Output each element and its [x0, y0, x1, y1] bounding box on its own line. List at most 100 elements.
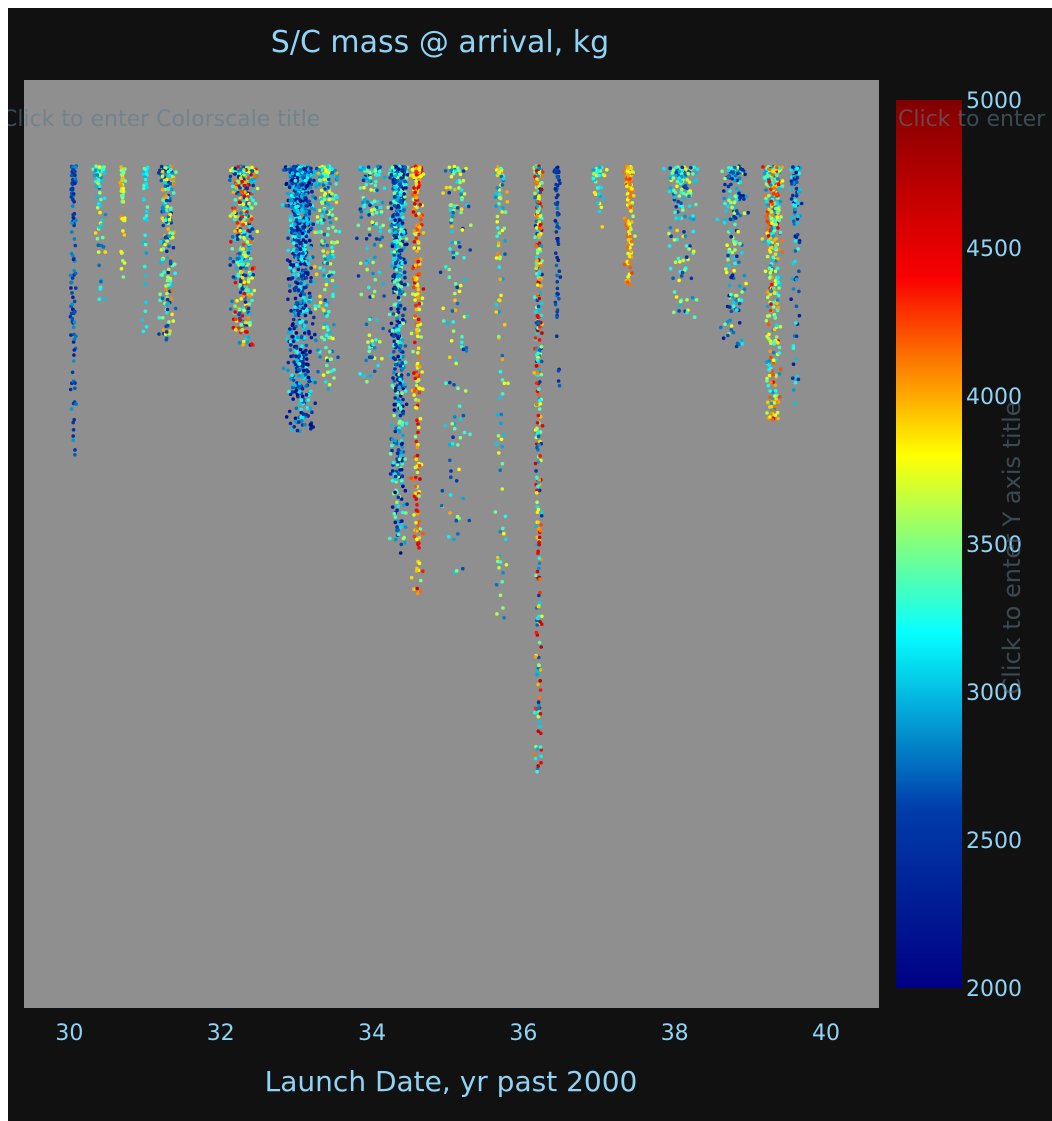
scatter-point[interactable]	[237, 273, 241, 277]
scatter-point[interactable]	[630, 187, 634, 191]
scatter-point[interactable]	[538, 171, 542, 175]
scatter-point[interactable]	[405, 422, 409, 426]
scatter-point[interactable]	[688, 204, 692, 208]
scatter-point[interactable]	[415, 418, 419, 422]
scatter-point[interactable]	[770, 283, 774, 287]
scatter-point[interactable]	[306, 262, 310, 266]
scatter-point[interactable]	[535, 770, 539, 774]
scatter-point[interactable]	[537, 614, 541, 618]
scatter-point[interactable]	[289, 218, 293, 222]
scatter-point[interactable]	[389, 472, 393, 476]
scatter-point[interactable]	[365, 323, 369, 327]
scatter-point[interactable]	[728, 189, 732, 193]
scatter-point[interactable]	[168, 329, 172, 333]
scatter-point[interactable]	[326, 244, 330, 248]
scatter-point[interactable]	[379, 244, 383, 248]
scatter-point[interactable]	[393, 174, 397, 178]
scatter-point[interactable]	[393, 379, 397, 383]
scatter-point[interactable]	[453, 188, 457, 192]
scatter-point[interactable]	[452, 329, 456, 333]
scatter-point[interactable]	[554, 187, 558, 191]
scatter-point[interactable]	[98, 165, 102, 169]
scatter-point[interactable]	[675, 229, 679, 233]
scatter-point[interactable]	[406, 173, 410, 177]
scatter-point[interactable]	[538, 562, 542, 566]
scatter-point[interactable]	[97, 250, 101, 254]
scatter-point[interactable]	[412, 229, 416, 233]
scatter-point[interactable]	[311, 378, 315, 382]
scatter-point[interactable]	[120, 267, 124, 271]
scatter-point[interactable]	[393, 195, 397, 199]
scatter-point[interactable]	[99, 204, 103, 208]
scatter-point[interactable]	[73, 300, 77, 304]
scatter-point[interactable]	[534, 655, 538, 659]
scatter-point[interactable]	[72, 438, 76, 442]
scatter-point[interactable]	[736, 342, 740, 346]
scatter-point[interactable]	[367, 258, 371, 262]
scatter-point[interactable]	[554, 183, 558, 187]
scatter-point[interactable]	[462, 179, 466, 183]
scatter-point[interactable]	[334, 229, 338, 233]
scatter-point[interactable]	[322, 177, 326, 181]
scatter-point[interactable]	[368, 203, 372, 207]
scatter-point[interactable]	[292, 241, 296, 245]
scatter-point[interactable]	[295, 351, 299, 355]
scatter-point[interactable]	[722, 336, 726, 340]
scatter-point[interactable]	[243, 251, 247, 255]
scatter-point[interactable]	[404, 360, 408, 364]
scatter-point[interactable]	[72, 258, 76, 262]
scatter-point[interactable]	[393, 367, 397, 371]
scatter-point[interactable]	[368, 227, 372, 231]
scatter-point[interactable]	[247, 277, 251, 281]
scatter-point[interactable]	[628, 177, 632, 181]
scatter-point[interactable]	[770, 246, 774, 250]
scatter-point[interactable]	[168, 213, 172, 217]
scatter-point[interactable]	[792, 287, 796, 291]
scatter-point[interactable]	[304, 185, 308, 189]
scatter-point[interactable]	[381, 201, 385, 205]
scatter-point[interactable]	[242, 230, 246, 234]
scatter-point[interactable]	[373, 290, 377, 294]
scatter-point[interactable]	[371, 272, 375, 276]
scatter-point[interactable]	[71, 188, 75, 192]
scatter-point[interactable]	[692, 165, 696, 169]
scatter-point[interactable]	[327, 227, 331, 231]
scatter-point[interactable]	[119, 184, 123, 188]
scatter-point[interactable]	[444, 381, 448, 385]
scatter-point[interactable]	[535, 631, 539, 635]
scatter-point[interactable]	[419, 257, 423, 261]
scatter-point[interactable]	[173, 272, 177, 276]
scatter-point[interactable]	[322, 326, 326, 330]
scatter-point[interactable]	[414, 278, 418, 282]
scatter-point[interactable]	[303, 324, 307, 328]
scatter-point[interactable]	[767, 368, 771, 372]
scatter-point[interactable]	[795, 180, 799, 184]
scatter-point[interactable]	[455, 286, 459, 290]
scatter-point[interactable]	[494, 195, 498, 199]
scatter-point[interactable]	[165, 292, 169, 296]
scatter-point[interactable]	[313, 401, 317, 405]
scatter-point[interactable]	[599, 186, 603, 190]
scatter-point[interactable]	[681, 259, 685, 263]
scatter-point[interactable]	[537, 700, 541, 704]
scatter-point[interactable]	[463, 278, 467, 282]
scatter-point[interactable]	[453, 427, 457, 431]
scatter-point[interactable]	[767, 384, 771, 388]
scatter-point[interactable]	[501, 487, 505, 491]
scatter-point[interactable]	[243, 206, 247, 210]
scatter-point[interactable]	[727, 264, 731, 268]
scatter-point[interactable]	[401, 221, 405, 225]
scatter-point[interactable]	[680, 188, 684, 192]
scatter-point[interactable]	[251, 184, 255, 188]
scatter-point[interactable]	[297, 277, 301, 281]
scatter-point[interactable]	[415, 196, 419, 200]
scatter-point[interactable]	[397, 264, 401, 268]
scatter-point[interactable]	[679, 300, 683, 304]
scatter-point[interactable]	[498, 396, 502, 400]
scatter-point[interactable]	[396, 463, 400, 467]
scatter-point[interactable]	[497, 202, 501, 206]
scatter-point[interactable]	[308, 239, 312, 243]
scatter-point[interactable]	[533, 753, 537, 757]
scatter-point[interactable]	[669, 267, 673, 271]
scatter-point[interactable]	[328, 182, 332, 186]
